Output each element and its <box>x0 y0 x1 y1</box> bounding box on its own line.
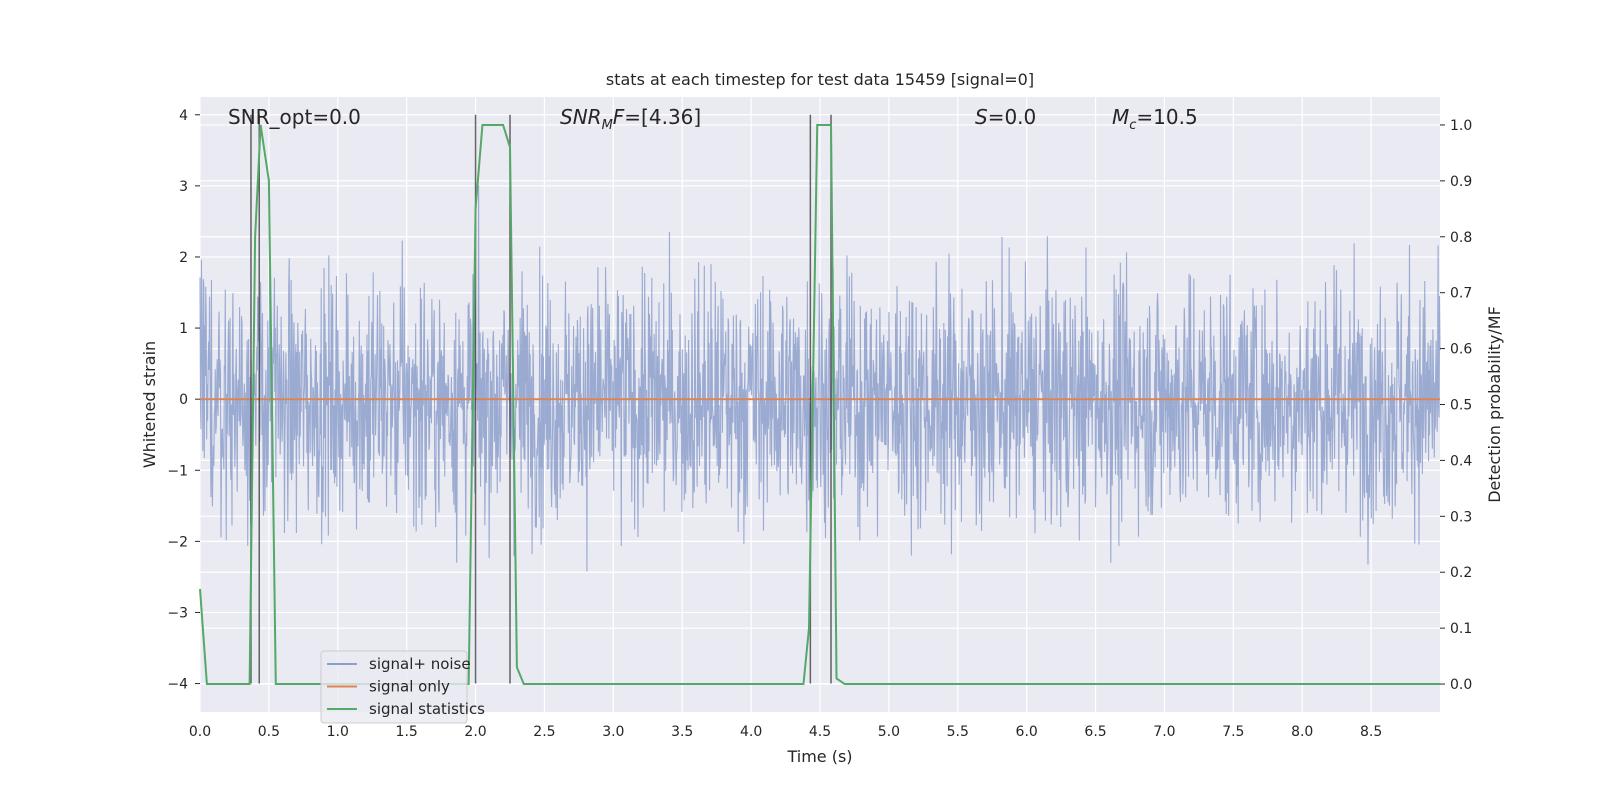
y-tick-label-right: 0.6 <box>1450 342 1472 358</box>
annotation-snr-mf-var: SNR <box>560 105 602 129</box>
x-tick-label: 7.5 <box>1222 724 1244 740</box>
x-tick-label: 2.0 <box>464 724 486 740</box>
series-signal-noise <box>199 185 1441 572</box>
x-tick-label: 0.5 <box>258 724 280 740</box>
annotation-s-var: S <box>975 105 988 129</box>
x-tick-label: 6.0 <box>1016 724 1038 740</box>
x-tick-label: 3.0 <box>602 724 624 740</box>
y-tick-label-left: −2 <box>167 534 188 550</box>
x-tick-label: 8.5 <box>1360 724 1382 740</box>
chart-title: stats at each timestep for test data 154… <box>606 70 1034 89</box>
y-tick-label-right: 0.3 <box>1450 509 1472 525</box>
signal-statistics-line <box>199 123 1440 686</box>
x-tick-label: 6.5 <box>1084 724 1106 740</box>
y-axis-left-label: Whitened strain <box>140 341 159 468</box>
x-tick-label: 0.0 <box>189 724 211 740</box>
annotation-snr-mf-sub: M <box>602 118 613 133</box>
y-tick-label-right: 0.8 <box>1450 230 1472 246</box>
y-tick-label-left: 0 <box>179 392 188 408</box>
y-tick-label-right: 0.2 <box>1450 565 1472 581</box>
annotation-snr-mf-var2: F <box>613 105 625 129</box>
x-tick-label: 3.5 <box>671 724 693 740</box>
legend-label-signal-statistics: signal statistics <box>369 700 485 718</box>
y-tick-label-left: 3 <box>179 179 188 195</box>
x-tick-label: 1.5 <box>396 724 418 740</box>
x-tick-label: 7.0 <box>1153 724 1175 740</box>
x-tick-label: 5.0 <box>878 724 900 740</box>
legend-label-signal-noise: signal+ noise <box>369 655 471 673</box>
y-tick-label-left: 2 <box>179 250 188 266</box>
y-axis-right-label: Detection probability/MF <box>1485 306 1504 503</box>
x-tick-label: 4.0 <box>740 724 762 740</box>
y-tick-label-right: 0.9 <box>1450 174 1472 190</box>
y-tick-label-right: 0.5 <box>1450 398 1472 414</box>
legend-label-signal-only: signal only <box>369 678 450 696</box>
annotation-snr-mf: SNRMF=[4.36] <box>560 105 701 133</box>
annotation-s: S=0.0 <box>975 105 1036 129</box>
x-tick-label: 1.0 <box>327 724 349 740</box>
y-tick-label-right: 1.0 <box>1450 118 1472 134</box>
x-tick-label: 5.5 <box>947 724 969 740</box>
x-tick-label: 2.5 <box>533 724 555 740</box>
axis-ticks: 0.0 0.5 1.0 1.5 2.0 2.5 3.0 3.5 4.0 4.5 5.0 5.5 6.0 6… <box>167 108 1472 740</box>
y-tick-label-left: 4 <box>179 108 188 124</box>
noise-trace <box>199 185 1441 572</box>
x-tick-label: 4.5 <box>809 724 831 740</box>
y-tick-label-left: 1 <box>179 321 188 337</box>
legend-box <box>320 650 468 724</box>
x-axis-label: Time (s) <box>786 747 852 766</box>
y-tick-label-left: −3 <box>167 605 188 621</box>
y-tick-label-left: −4 <box>167 677 188 693</box>
y-tick-label-right: 0.0 <box>1450 677 1472 693</box>
annotation-mc-var: M <box>1112 105 1129 129</box>
annotation-snr-mf-value: =[4.36] <box>624 105 701 129</box>
y-tick-label-right: 0.1 <box>1450 621 1472 637</box>
annotation-mc-sub: c <box>1129 118 1136 133</box>
y-tick-label-left: −1 <box>167 463 188 479</box>
annotation-s-value: =0.0 <box>988 105 1037 129</box>
annotation-mc-value: =10.5 <box>1136 105 1197 129</box>
series-signal-statistics <box>199 123 1440 686</box>
annotation-snr-opt: SNR_opt=0.0 <box>228 105 361 129</box>
legend: signal+ noise signal only signal statist… <box>320 650 485 724</box>
annotation-mc: Mc=10.5 <box>1112 105 1198 133</box>
y-tick-label-right: 0.4 <box>1450 453 1472 469</box>
y-tick-label-right: 0.7 <box>1450 286 1472 302</box>
x-tick-label: 8.0 <box>1291 724 1313 740</box>
